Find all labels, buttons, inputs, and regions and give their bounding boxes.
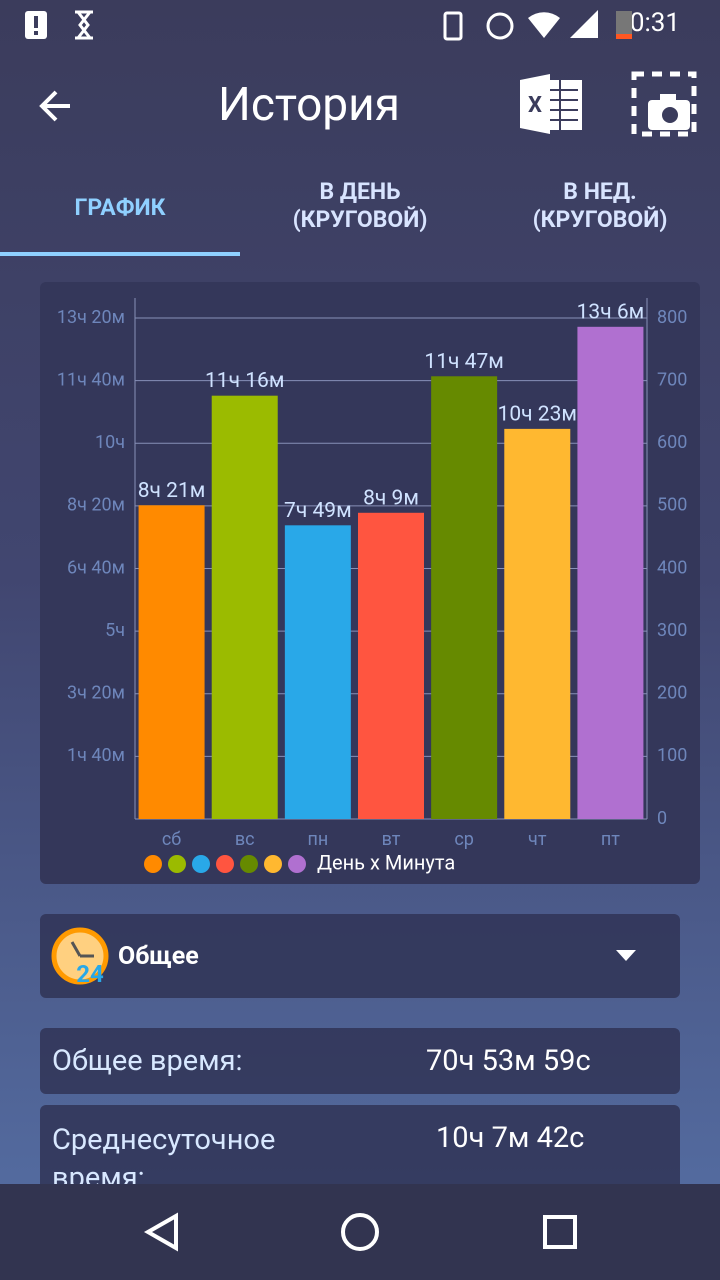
bar xyxy=(504,428,571,819)
y-tick-label: 6ч 40м xyxy=(67,557,125,578)
x-tick-label: вс xyxy=(235,829,255,850)
y-tick-label: 1ч 40м xyxy=(67,745,125,766)
legend-label: День x Минута xyxy=(317,850,455,874)
value-label: 7ч 49м xyxy=(284,499,352,523)
legend-swatch xyxy=(192,855,210,873)
y-tick-label: 8ч 20м xyxy=(67,495,125,516)
y2-tick-label: 0 xyxy=(657,808,667,829)
y2-tick-label: 700 xyxy=(657,369,687,390)
bar xyxy=(284,525,351,819)
status-icons xyxy=(25,10,632,41)
y2-tick-label: 200 xyxy=(657,683,687,704)
svg-text:X: X xyxy=(528,93,542,118)
value-label: 11ч 47м xyxy=(424,350,503,374)
stat-row: Среднесуточное время: 10ч 7м 42с xyxy=(40,1105,680,1195)
dropdown-arrow xyxy=(616,950,636,961)
nav-recent[interactable] xyxy=(543,1215,577,1249)
legend-swatch xyxy=(240,855,258,873)
nav-bar xyxy=(0,1184,720,1280)
toolbar-title: История xyxy=(218,78,400,132)
stat-value: 10ч 7м 42с xyxy=(436,1121,585,1155)
value-label: 8ч 21м xyxy=(138,479,206,503)
tab[interactable]: В НЕД. (КРУГОВОЙ) xyxy=(532,178,668,233)
y2-tick-label: 600 xyxy=(657,432,687,453)
y-tick-label: 5ч xyxy=(105,620,125,641)
dropdown-label: Общее xyxy=(118,942,199,971)
y2-tick-label: 500 xyxy=(657,495,687,516)
bar xyxy=(431,376,498,819)
y-tick-label: 3ч 20м xyxy=(67,683,125,704)
value-label: 13ч 6м xyxy=(577,300,645,324)
y2-tick-label: 400 xyxy=(657,557,687,578)
excel-button[interactable]: X xyxy=(520,74,584,134)
value-label: 10ч 23м xyxy=(498,402,577,426)
bar xyxy=(577,326,644,819)
back-button[interactable] xyxy=(36,86,76,126)
y2-tick-label: 800 xyxy=(657,307,687,328)
legend-swatch xyxy=(168,855,186,873)
nav-back[interactable] xyxy=(143,1212,178,1252)
y2-tick-label: 100 xyxy=(657,745,687,766)
legend-swatch xyxy=(264,855,282,873)
clock-icon: 24 xyxy=(51,927,109,988)
chart: 1ч 40м 3ч 20м 5ч 6ч 40м 8ч 20м 10ч 11ч 40м 13ч … xyxy=(40,282,700,884)
x-tick-label: чт xyxy=(528,829,547,850)
value-label: 8ч 9м xyxy=(363,486,419,510)
y-tick-label: 11ч 40м xyxy=(57,369,125,390)
bar xyxy=(211,395,278,819)
x-tick-label: пн xyxy=(307,829,328,850)
legend-swatch xyxy=(216,855,234,873)
y2-tick-label: 300 xyxy=(657,620,687,641)
tab[interactable]: В ДЕНЬ (КРУГОВОЙ) xyxy=(292,178,428,233)
legend-swatch xyxy=(288,855,306,873)
x-tick-label: сб xyxy=(162,829,181,850)
tab[interactable]: ГРАФИК xyxy=(74,194,166,221)
status-time: 0:31 xyxy=(629,8,680,38)
bar xyxy=(138,505,205,819)
stat-row: Общее время: 70ч 53м 59с xyxy=(40,1028,680,1094)
x-tick-label: пт xyxy=(601,829,620,850)
screenshot-button[interactable] xyxy=(630,70,698,138)
dropdown[interactable]: 24 Общее xyxy=(40,914,680,998)
y-tick-label: 13ч 20м xyxy=(57,307,125,328)
x-tick-label: вт xyxy=(382,829,401,850)
y-tick-label: 10ч xyxy=(95,432,125,453)
bar xyxy=(358,512,424,819)
value-label: 11ч 16м xyxy=(205,369,284,393)
svg-text:24: 24 xyxy=(76,960,104,988)
stat-label: Общее время: xyxy=(52,1044,243,1078)
stat-value: 70ч 53м 59с xyxy=(426,1044,591,1078)
tab-indicator xyxy=(0,252,240,256)
x-tick-label: ср xyxy=(454,829,474,850)
legend-swatch xyxy=(144,855,162,873)
nav-home[interactable] xyxy=(341,1213,379,1251)
